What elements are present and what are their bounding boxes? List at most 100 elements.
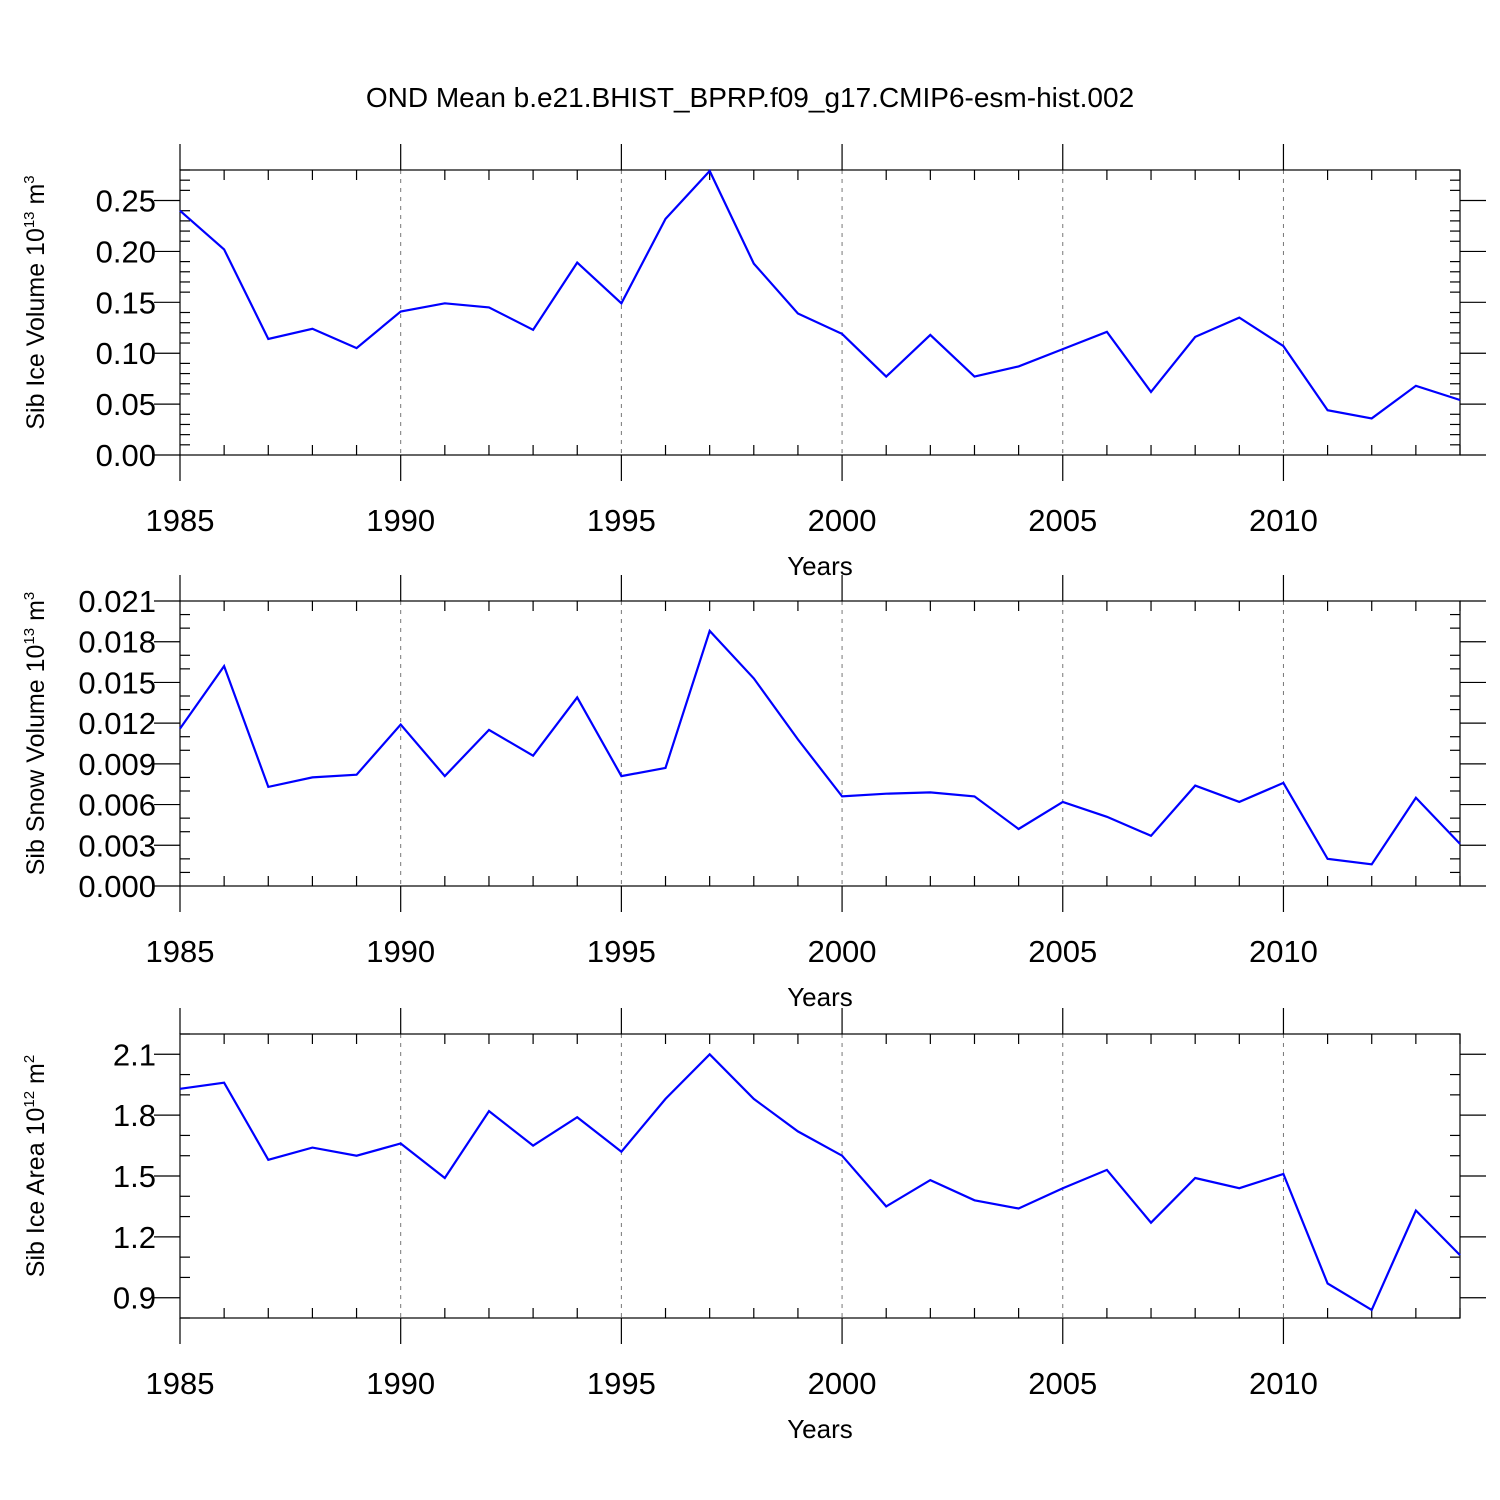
data-point bbox=[355, 346, 359, 350]
panel-ice-area: 0.9 1.2 1.5 1.8 2.1 1985 1990 1995 2000 2005 2010 Y… bbox=[21, 1008, 1486, 1444]
data-point bbox=[487, 1109, 491, 1113]
x-tick-label: 2000 bbox=[808, 503, 877, 538]
data-point bbox=[443, 1176, 447, 1180]
data-point bbox=[1326, 408, 1330, 412]
data-point bbox=[222, 664, 226, 668]
data-point bbox=[443, 301, 447, 305]
data-point bbox=[355, 773, 359, 777]
data-point bbox=[1237, 800, 1241, 804]
data-point bbox=[1017, 827, 1021, 831]
data-point bbox=[1458, 842, 1462, 846]
data-point bbox=[840, 1154, 844, 1158]
y-axis-label-unit-exponent: 3 bbox=[21, 175, 38, 183]
y-axis-label-exponent: 12 bbox=[21, 1091, 38, 1108]
data-point bbox=[752, 262, 756, 266]
y-tick-label: 0.018 bbox=[78, 625, 156, 660]
series-line bbox=[179, 169, 1461, 420]
x-tick-label: 1990 bbox=[366, 934, 435, 969]
data-point bbox=[178, 1087, 182, 1091]
data-point bbox=[928, 790, 932, 794]
x-tick-label: 2005 bbox=[1028, 503, 1097, 538]
x-tick-label: 1985 bbox=[146, 1366, 215, 1401]
y-axis-label-unit: m bbox=[22, 1063, 50, 1091]
data-point bbox=[619, 301, 623, 305]
y-axis-label-text: Sib Snow Volume 10 bbox=[22, 645, 50, 876]
data-point bbox=[575, 1115, 579, 1119]
y-axis-label-unit-exponent: 3 bbox=[21, 592, 38, 600]
data-point bbox=[664, 766, 668, 770]
x-tick-label: 2010 bbox=[1249, 503, 1318, 538]
y-tick-label: 0.00 bbox=[96, 438, 156, 473]
data-point bbox=[1193, 784, 1197, 788]
x-tick-label: 1995 bbox=[587, 503, 656, 538]
y-axis-label-exponent: 13 bbox=[21, 211, 38, 228]
data-point bbox=[972, 375, 976, 379]
data-point bbox=[266, 785, 270, 789]
data-point bbox=[796, 737, 800, 741]
x-tick-label: 1990 bbox=[366, 503, 435, 538]
x-tick-label: 2005 bbox=[1028, 1366, 1097, 1401]
data-point bbox=[310, 1146, 314, 1150]
y-tick-label: 0.9 bbox=[113, 1281, 156, 1316]
data-point bbox=[1370, 416, 1374, 420]
y-tick-label: 1.2 bbox=[113, 1220, 156, 1255]
x-tick-label: 1985 bbox=[146, 503, 215, 538]
data-point bbox=[487, 305, 491, 309]
data-point bbox=[531, 328, 535, 332]
x-axis-label: Years bbox=[787, 1414, 853, 1444]
figure-title: OND Mean b.e21.BHIST_BPRP.f09_g17.CMIP6-… bbox=[366, 82, 1134, 113]
data-point bbox=[266, 337, 270, 341]
data-point bbox=[399, 1142, 403, 1146]
y-tick-label: 1.8 bbox=[113, 1098, 156, 1133]
data-point bbox=[1193, 1176, 1197, 1180]
data-point bbox=[1370, 1308, 1374, 1312]
data-point bbox=[443, 774, 447, 778]
y-axis-label-exponent: 13 bbox=[21, 628, 38, 645]
data-point bbox=[884, 1204, 888, 1208]
data-point bbox=[1414, 796, 1418, 800]
data-point bbox=[1237, 316, 1241, 320]
data-point bbox=[1105, 330, 1109, 334]
data-point bbox=[752, 676, 756, 680]
y-tick-label: 2.1 bbox=[113, 1037, 156, 1072]
data-point bbox=[1017, 1206, 1021, 1210]
data-point bbox=[266, 1158, 270, 1162]
data-point bbox=[1149, 1221, 1153, 1225]
data-point bbox=[1237, 1186, 1241, 1190]
data-point bbox=[884, 375, 888, 379]
data-point bbox=[928, 333, 932, 337]
data-point bbox=[1281, 1172, 1285, 1176]
data-point bbox=[1414, 384, 1418, 388]
panel-snow-volume: 0.000 0.003 0.006 0.009 0.012 0.015 0.018 0.021… bbox=[21, 575, 1486, 1012]
plot-frame bbox=[179, 1033, 1461, 1319]
y-axis-label-text: Sib Ice Area 10 bbox=[22, 1108, 50, 1278]
data-point bbox=[1061, 800, 1065, 804]
data-point bbox=[310, 327, 314, 331]
x-tick-label: 2000 bbox=[808, 934, 877, 969]
y-tick-label: 0.05 bbox=[96, 387, 156, 422]
y-tick-label: 1.5 bbox=[113, 1159, 156, 1194]
data-point bbox=[708, 1052, 712, 1056]
y-tick-label: 0.012 bbox=[78, 706, 156, 741]
y-axis-label: Sib Ice Volume 1013 m3 bbox=[21, 175, 50, 429]
series-line bbox=[179, 628, 1461, 866]
data-point bbox=[1149, 834, 1153, 838]
y-axis-label-unit-exponent: 2 bbox=[21, 1055, 38, 1063]
data-point bbox=[884, 792, 888, 796]
data-point bbox=[1105, 1168, 1109, 1172]
data-point bbox=[972, 1198, 976, 1202]
series-line bbox=[179, 1052, 1461, 1312]
y-tick-label: 0.10 bbox=[96, 336, 156, 371]
data-point bbox=[1061, 1186, 1065, 1190]
y-tick-label: 0.003 bbox=[78, 828, 156, 863]
plot-frame bbox=[179, 600, 1461, 887]
data-point bbox=[178, 209, 182, 213]
data-point bbox=[1370, 862, 1374, 866]
data-point bbox=[531, 754, 535, 758]
y-tick-label: 0.20 bbox=[96, 234, 156, 269]
data-point bbox=[575, 261, 579, 265]
data-point bbox=[796, 312, 800, 316]
data-point bbox=[178, 727, 182, 731]
data-point bbox=[664, 1097, 668, 1101]
